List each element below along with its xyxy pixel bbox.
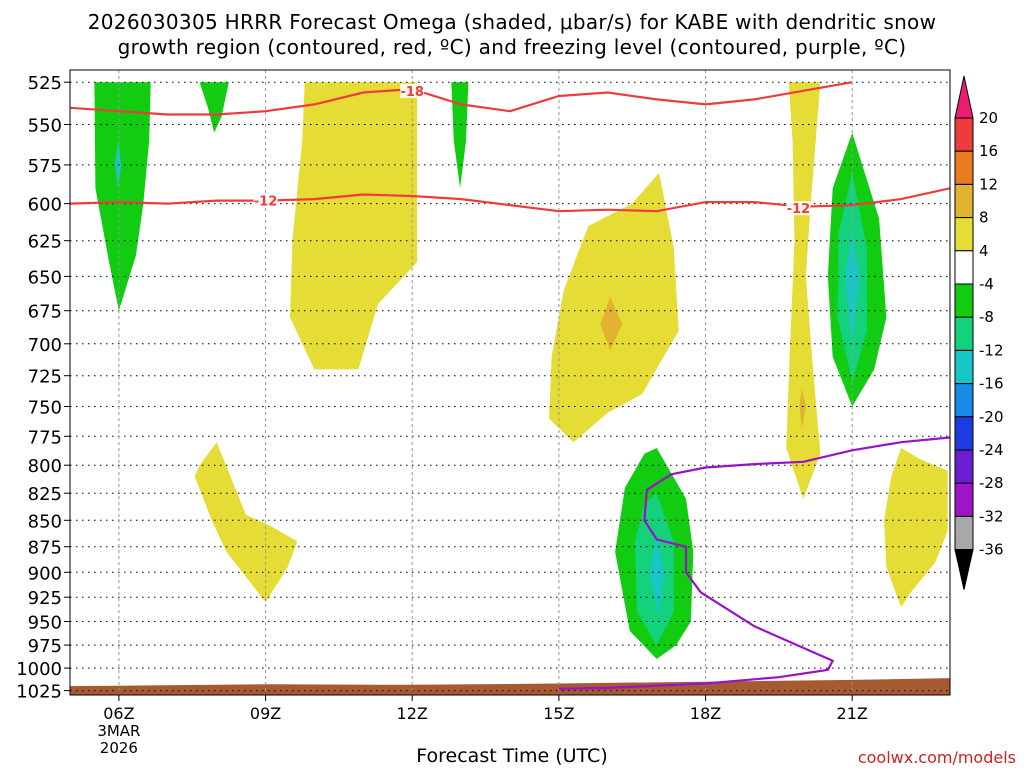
colorbar-label-5: -4: [979, 275, 994, 293]
y-tick-label-550: 550: [28, 116, 62, 137]
dgz-label-1-1: -12: [787, 202, 811, 217]
y-tick-label-725: 725: [28, 367, 62, 388]
colorbar-arrow-top: [954, 75, 974, 119]
colorbar-label-2: 12: [979, 175, 998, 193]
x-tick-label-18Z: 18Z: [690, 704, 721, 723]
colorbar-segment-1: [954, 117, 974, 152]
y-tick-label-900: 900: [28, 563, 62, 584]
dgz-contour-0: [70, 81, 853, 116]
omega-region-3: [451, 82, 469, 189]
dgz-label-bg-1-0: [253, 193, 278, 208]
x-tick-label-12Z: 12Z: [397, 704, 428, 723]
colorbar-segment-7: [954, 316, 974, 351]
colorbar-label-13: -36: [979, 541, 1004, 559]
y-tick-label-975: 975: [28, 636, 62, 657]
y-tick-label-1025: 1025: [16, 682, 62, 703]
y-tick-label-875: 875: [28, 538, 62, 559]
colorbar-label-1: 16: [979, 142, 998, 160]
y-tick-label-650: 650: [28, 267, 62, 288]
x-tick-label-09Z: 09Z: [250, 704, 281, 723]
colorbar-segment-8: [954, 349, 974, 385]
omega-region-16: [884, 448, 948, 607]
colorbar-segment-2: [954, 150, 974, 185]
dgz-label-bg-1-1: [786, 201, 811, 216]
credit-link[interactable]: coolwx.com/models: [857, 748, 1016, 767]
grid-lines: [70, 70, 950, 695]
dgz-label-bg-0-0: [400, 83, 425, 98]
plot-frame: [69, 69, 951, 696]
omega-region-12: [194, 442, 298, 603]
colorbar-label-0: 20: [979, 109, 998, 127]
y-tick-label-850: 850: [28, 511, 62, 532]
y-tick-label-700: 700: [28, 335, 62, 356]
y-tick-label-825: 825: [28, 484, 62, 505]
contour-lines: -18 -12 -12: [70, 81, 950, 690]
y-tick-label-800: 800: [28, 456, 62, 477]
omega-region-8: [799, 388, 806, 429]
y-tick-label-1000: 1000: [16, 659, 62, 680]
omega-region-2: [199, 82, 229, 133]
omega-region-7: [786, 82, 821, 499]
colorbar-label-7: -12: [979, 341, 1004, 359]
colorbar-segment-4: [954, 217, 974, 252]
dgz-contour-1: [70, 187, 950, 213]
omega-region-6: [600, 297, 623, 351]
chart-title-line1: 2026030305 HRRR Forecast Omega (shaded, …: [87, 10, 937, 34]
x-axis-label: Forecast Time (UTC): [416, 745, 608, 767]
y-tick-label-775: 775: [28, 427, 62, 448]
dgz-label-1-0: -12: [254, 195, 278, 210]
colorbar-segment-11: [954, 449, 974, 484]
colorbar-segment-9: [954, 383, 974, 418]
colorbar-label-11: -28: [979, 474, 1004, 492]
omega-region-4: [290, 82, 418, 370]
pressure-axis: 525 550 575 600 625 650 675 700 725 750 775 800 825 8…: [16, 73, 70, 703]
colorbar: 20 16 12 8 4 -4 -8 -12 -16 -20 -24 -28 -32 -36: [954, 75, 1004, 590]
y-tick-label-750: 750: [28, 398, 62, 419]
omega-shading: [94, 82, 948, 659]
colorbar-label-4: 4: [979, 242, 989, 260]
x-tick-sublabel-06Z-0: 3MAR: [97, 722, 140, 740]
chart-title-line2: growth region (contoured, red, ºC) and f…: [117, 35, 907, 59]
colorbar-label-12: -32: [979, 507, 1004, 525]
colorbar-segment-10: [954, 416, 974, 451]
y-tick-label-950: 950: [28, 613, 62, 634]
y-tick-label-600: 600: [28, 195, 62, 216]
y-tick-label-625: 625: [28, 232, 62, 253]
colorbar-segment-3: [954, 183, 974, 219]
x-tick-label-21Z: 21Z: [837, 704, 868, 723]
x-tick-label-15Z: 15Z: [543, 704, 574, 723]
colorbar-arrow-bottom: [954, 549, 974, 590]
y-tick-label-575: 575: [28, 156, 62, 177]
terrain: [70, 678, 950, 695]
colorbar-label-8: -16: [979, 375, 1004, 393]
x-tick-label-06Z: 06Z: [103, 704, 134, 723]
colorbar-segment-6: [954, 283, 974, 318]
y-tick-label-675: 675: [28, 302, 62, 323]
colorbar-label-10: -24: [979, 441, 1004, 459]
y-tick-label-925: 925: [28, 588, 62, 609]
colorbar-segment-13: [954, 515, 974, 551]
omega-region-0: [94, 82, 151, 311]
freezing-level-contour: [558, 436, 950, 690]
colorbar-label-9: -20: [979, 408, 1004, 426]
colorbar-segment-12: [954, 482, 974, 517]
colorbar-label-3: 8: [979, 209, 989, 227]
omega-region-15: [649, 536, 664, 617]
x-tick-sublabel-06Z-1: 2026: [100, 739, 138, 757]
terrain-layer: [70, 678, 950, 695]
colorbar-segment-5: [954, 250, 974, 285]
y-tick-label-525: 525: [28, 73, 62, 94]
colorbar-label-6: -8: [979, 308, 994, 326]
dgz-label-0-0: -18: [400, 85, 424, 100]
